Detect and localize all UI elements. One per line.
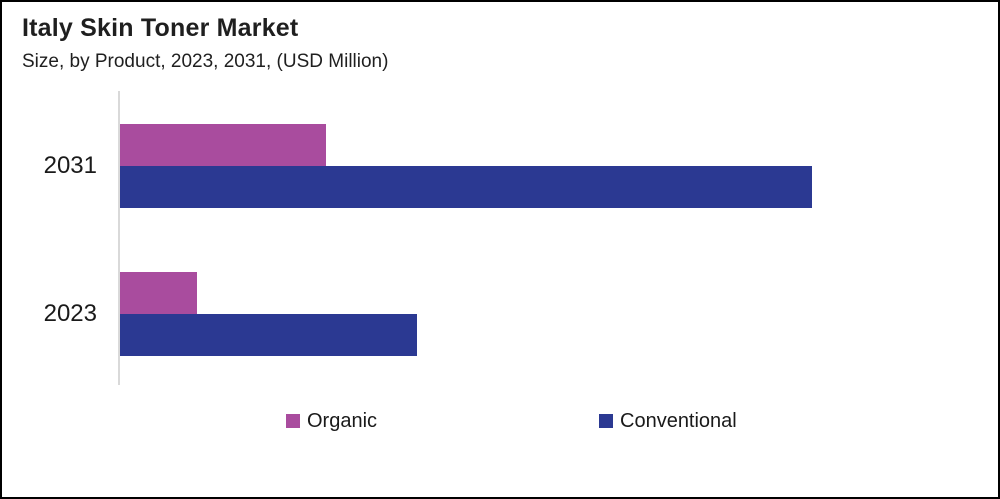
legend: Organic Conventional: [2, 408, 998, 434]
bar-conventional-2031: [120, 166, 812, 208]
legend-swatch-organic: [286, 414, 300, 428]
bar-group-2023: [120, 272, 417, 356]
legend-item-conventional: Conventional: [599, 408, 737, 434]
bar-organic-2031: [120, 124, 326, 166]
legend-item-organic: Organic: [286, 408, 377, 434]
y-axis-line: [118, 91, 120, 385]
legend-label-conventional: Conventional: [620, 409, 737, 432]
chart-subtitle: Size, by Product, 2023, 2031, (USD Milli…: [22, 51, 389, 72]
bar-group-2031: [120, 124, 812, 208]
chart-title: Italy Skin Toner Market: [22, 14, 299, 42]
category-label-2023: 2023: [43, 300, 97, 327]
category-label-2031: 2031: [43, 152, 97, 179]
legend-label-organic: Organic: [307, 409, 378, 432]
legend-swatch-conventional: [599, 414, 613, 428]
bar-conventional-2023: [120, 314, 417, 356]
bar-organic-2023: [120, 272, 197, 314]
